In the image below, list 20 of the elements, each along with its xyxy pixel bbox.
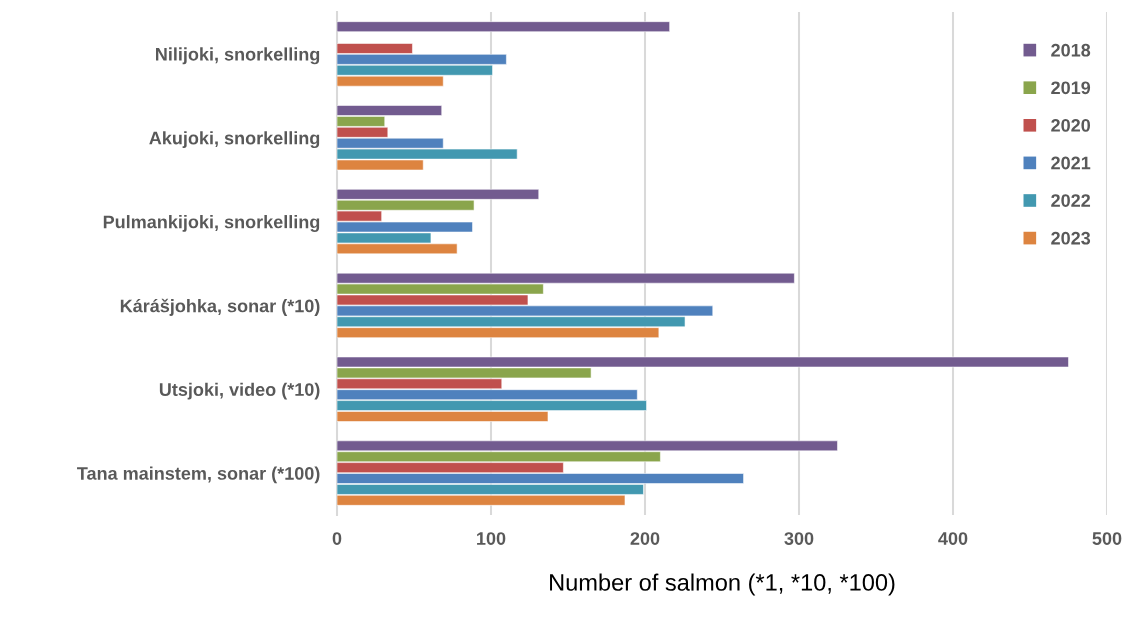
y-tick-label: Utsjoki, video (*10) <box>159 382 320 400</box>
x-tick-label: 500 <box>1092 532 1122 545</box>
x-tick-label: 400 <box>938 532 968 545</box>
legend-label: 2019 <box>1051 81 1091 95</box>
y-tick-label: Tana mainstem, sonar (*100) <box>77 466 320 484</box>
y-tick-label: Nilijoki, snorkelling <box>156 47 320 65</box>
legend-label: 2023 <box>1051 231 1091 245</box>
x-tick-label: 100 <box>477 532 506 545</box>
x-axis-title: Number of salmon (*1, *10, *100) <box>550 573 895 596</box>
legend-label: 2020 <box>1051 119 1091 132</box>
legend-label: 2021 <box>1051 156 1091 170</box>
y-tick-label: Pulmankijoki, snorkelling <box>103 215 320 232</box>
y-tick-label: Kárášjohka, sonar (*10) <box>120 298 320 316</box>
bar <box>337 21 670 32</box>
x-tick-label: 0 <box>332 532 342 545</box>
legend-label: 2018 <box>1051 43 1091 57</box>
x-tick-label: 200 <box>630 532 660 545</box>
y-tick-label: Akujoki, snorkelling <box>149 131 320 149</box>
legend-label: 2022 <box>1051 194 1091 207</box>
x-tick-label: 300 <box>784 532 814 545</box>
